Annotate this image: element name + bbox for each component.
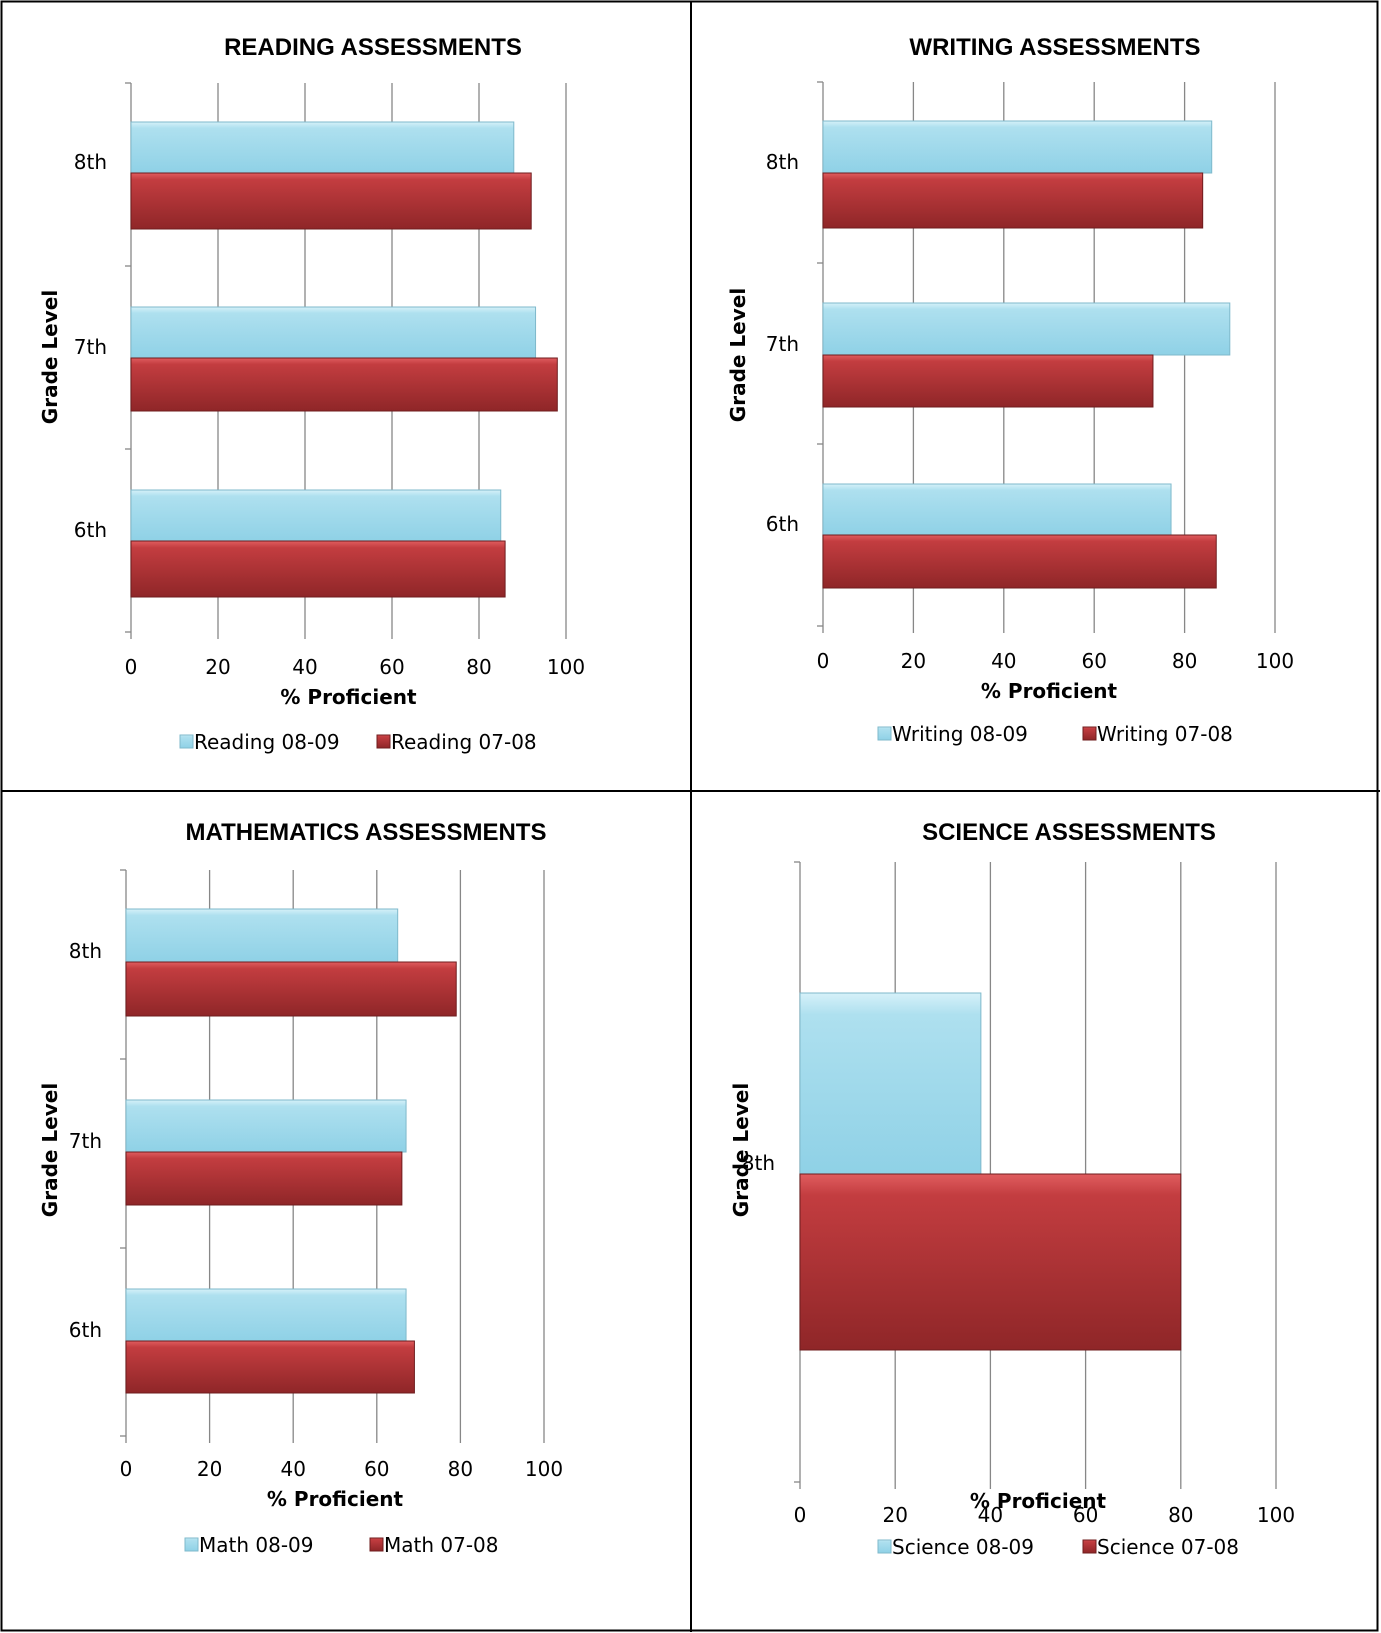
chart-title: READING ASSESSMENTS	[224, 34, 522, 61]
y-category-label: 8th	[742, 1151, 775, 1175]
y-axis-label: Grade Level	[729, 1083, 753, 1217]
x-axis-label: % Proficient	[981, 679, 1118, 703]
bar-8th-series-a	[822, 120, 1213, 174]
legend-label: Science 07-08	[1097, 1535, 1239, 1559]
bar-6th-series-a	[822, 483, 1172, 536]
x-tick-label: 80	[448, 1457, 473, 1481]
bar-8th-series-a	[799, 992, 982, 1175]
legend-swatch	[877, 1539, 892, 1554]
x-axis-label: % Proficient	[280, 685, 417, 709]
legend-swatch	[179, 734, 194, 749]
y-category-label: 6th	[766, 512, 799, 536]
x-tick-label: 20	[197, 1457, 222, 1481]
y-category-label: 8th	[69, 939, 102, 963]
bar-7th-series-a	[130, 306, 537, 359]
x-axis-label: % Proficient	[267, 1487, 404, 1511]
bar-8th-series-b	[822, 172, 1204, 229]
y-axis-label: Grade Level	[726, 288, 750, 422]
y-category-label: 8th	[74, 150, 107, 174]
x-tick-label: 20	[901, 649, 926, 673]
bar-8th-series-b	[130, 172, 532, 230]
x-tick-label: 100	[547, 655, 585, 679]
legend-label: Science 08-09	[892, 1535, 1034, 1559]
chart-title: WRITING ASSESSMENTS	[909, 34, 1200, 61]
x-tick-label: 40	[292, 655, 317, 679]
x-tick-label: 40	[280, 1457, 305, 1481]
chart-panel-2: WRITING ASSESSMENTS 0 20 40 60 80 100 6th 7th 8th…	[726, 34, 1294, 746]
x-tick-label: 100	[1257, 1503, 1295, 1527]
x-tick-label: 0	[120, 1457, 133, 1481]
bar-7th-series-b	[125, 1151, 403, 1206]
y-category-label: 6th	[69, 1318, 102, 1342]
y-category-label: 6th	[74, 518, 107, 542]
bar-6th-series-b	[822, 534, 1217, 589]
y-category-label: 7th	[69, 1129, 102, 1153]
legend-label: Math 07-08	[384, 1533, 499, 1557]
chart-title: SCIENCE ASSESSMENTS	[922, 819, 1216, 846]
bar-7th-series-b	[130, 357, 558, 412]
chart-panels: READING ASSESSMENTS 0 20 40 60 80 100 6th 7th 8th…	[38, 34, 1295, 1559]
x-tick-label: 0	[794, 1503, 807, 1527]
chart-title: MATHEMATICS ASSESSMENTS	[186, 819, 547, 846]
x-tick-label: 60	[1073, 1503, 1098, 1527]
x-tick-label: 100	[1256, 649, 1294, 673]
x-tick-label: 0	[817, 649, 830, 673]
bar-7th-series-a	[125, 1099, 407, 1153]
legend-swatch	[877, 726, 892, 741]
legend-label: Math 08-09	[199, 1533, 314, 1557]
x-tick-label: 40	[978, 1503, 1003, 1527]
legend-swatch	[376, 734, 391, 749]
bar-6th-series-b	[125, 1340, 415, 1394]
legend-swatch	[184, 1537, 199, 1552]
bar-8th-series-b	[799, 1173, 1182, 1351]
legend-label: Writing 08-09	[892, 722, 1028, 746]
bar-6th-series-a	[125, 1288, 407, 1342]
y-axis-label: Grade Level	[38, 290, 62, 424]
legend-label: Reading 08-09	[194, 730, 340, 754]
x-tick-label: 80	[1168, 1503, 1193, 1527]
x-axis-label: % Proficient	[970, 1489, 1107, 1513]
legend-label: Reading 07-08	[391, 730, 537, 754]
y-axis-label: Grade Level	[38, 1083, 62, 1217]
x-tick-label: 60	[1081, 649, 1106, 673]
y-category-label: 7th	[766, 332, 799, 356]
bar-8th-series-a	[130, 121, 515, 174]
chart-panel-3: MATHEMATICS ASSESSMENTS 0 20 40 60 80 100 6th 7t…	[38, 819, 563, 1557]
x-tick-label: 20	[205, 655, 230, 679]
bar-7th-series-a	[822, 302, 1231, 356]
y-category-label: 8th	[766, 150, 799, 174]
x-tick-label: 20	[882, 1503, 907, 1527]
bar-6th-series-a	[130, 489, 502, 542]
legend-label: Writing 07-08	[1097, 722, 1233, 746]
x-tick-label: 60	[364, 1457, 389, 1481]
bar-7th-series-b	[822, 354, 1154, 408]
legend-swatch	[1082, 1539, 1097, 1554]
legend-swatch	[1082, 726, 1097, 741]
chart-panel-4: SCIENCE ASSESSMENTS 0 20 40 60 80 100 8th % Prof…	[729, 819, 1295, 1559]
x-tick-label: 100	[525, 1457, 563, 1481]
bar-8th-series-b	[125, 961, 457, 1017]
x-tick-label: 60	[379, 655, 404, 679]
legend-swatch	[369, 1537, 384, 1552]
bar-6th-series-b	[130, 540, 506, 598]
x-tick-label: 80	[1172, 649, 1197, 673]
y-category-label: 7th	[74, 335, 107, 359]
chart-panel-1: READING ASSESSMENTS 0 20 40 60 80 100 6th 7th 8th…	[38, 34, 585, 754]
x-tick-label: 80	[466, 655, 491, 679]
bar-8th-series-a	[125, 908, 399, 963]
x-tick-label: 0	[125, 655, 138, 679]
x-tick-label: 40	[991, 649, 1016, 673]
